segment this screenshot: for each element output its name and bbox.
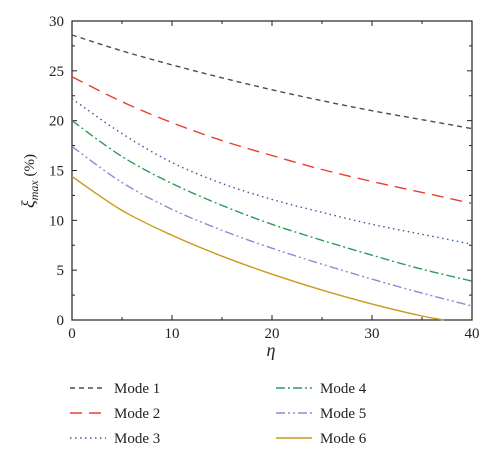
plot-frame [71, 20, 473, 321]
series-line-mode-5 [71, 146, 473, 307]
x-tick-label: 30 [365, 326, 380, 342]
plot-area [71, 20, 473, 321]
series-line-mode-4 [71, 120, 473, 282]
legend-label-mode-3: Mode 3 [114, 431, 160, 447]
y-axis-title-symbol: ξ [18, 200, 38, 208]
y-tick-label: 25 [49, 64, 64, 80]
legend-label-mode-2: Mode 2 [114, 406, 160, 422]
legend-label-mode-5: Mode 5 [320, 406, 366, 422]
legend: Mode 1 Mode 2 Mode 3 Mode 4 Mode 5 Mode 6 [70, 381, 367, 447]
legend-label-mode-6: Mode 6 [320, 431, 367, 447]
y-axis-title-subscript: max [27, 180, 41, 201]
y-tick-label: 10 [49, 213, 64, 229]
y-axis: 0 5 10 15 20 25 30 [49, 14, 472, 329]
legend-label-mode-1: Mode 1 [114, 381, 160, 397]
y-tick-label: 0 [57, 313, 65, 329]
x-tick-label: 20 [265, 326, 280, 342]
x-tick-label: 40 [465, 326, 480, 342]
y-tick-label: 15 [49, 164, 64, 180]
x-tick-label: 10 [165, 326, 180, 342]
y-tick-label: 5 [57, 263, 65, 279]
legend-label-mode-4: Mode 4 [320, 381, 367, 397]
x-tick-label: 0 [68, 326, 76, 342]
y-axis-title: ξmax (%) [18, 154, 41, 208]
x-axis: 0 10 20 30 40 [68, 21, 480, 342]
y-tick-label: 20 [49, 114, 64, 130]
series-line-mode-1 [71, 34, 473, 130]
y-tick-label: 30 [49, 14, 64, 30]
series-line-mode-6 [71, 175, 445, 321]
series-line-mode-2 [71, 76, 473, 205]
y-axis-title-unit: (%) [22, 154, 38, 180]
x-axis-title: η [267, 340, 276, 360]
series-line-mode-3 [71, 98, 473, 245]
series-lines [71, 34, 473, 321]
